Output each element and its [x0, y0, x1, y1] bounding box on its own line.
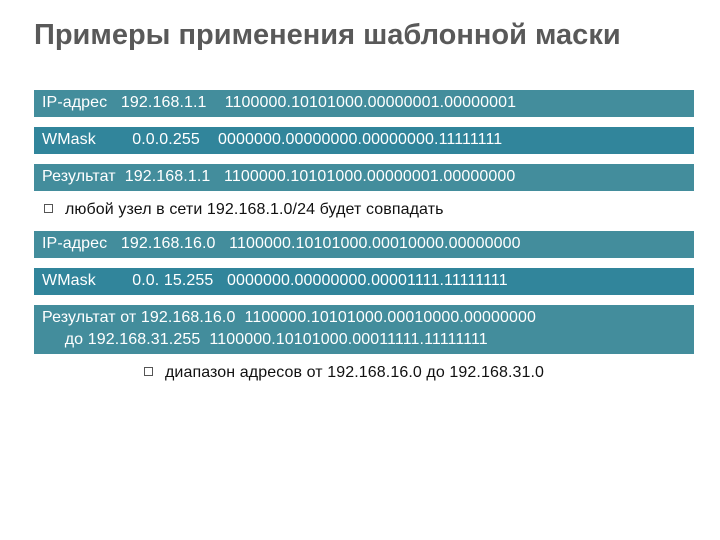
note-1-text: любой узел в сети 192.168.1.0/24 будет с… — [65, 201, 444, 218]
bullet-icon — [144, 367, 153, 376]
row-result-2: Результат от 192.168.16.0 1100000.101010… — [34, 305, 694, 354]
note-1: любой узел в сети 192.168.1.0/24 будет с… — [44, 201, 694, 219]
row-result-1: Результат 192.168.1.1 1100000.10101000.0… — [34, 164, 694, 191]
note-2: диапазон адресов от 192.168.16.0 до 192.… — [144, 364, 694, 382]
row-ip-2: IP-адрес 192.168.16.0 1100000.10101000.0… — [34, 231, 694, 258]
row-wmask-2: WMask 0.0. 15.255 0000000.00000000.00001… — [34, 268, 694, 295]
note-2-text: диапазон адресов от 192.168.16.0 до 192.… — [165, 364, 544, 381]
slide-title: Примеры применения шаблонной маски — [34, 18, 694, 52]
row-ip-1: IP-адрес 192.168.1.1 1100000.10101000.00… — [34, 90, 694, 117]
row-wmask-1: WMask 0.0.0.255 0000000.00000000.0000000… — [34, 127, 694, 154]
bullet-icon — [44, 204, 53, 213]
slide: Примеры применения шаблонной маски IP-ад… — [0, 0, 720, 540]
